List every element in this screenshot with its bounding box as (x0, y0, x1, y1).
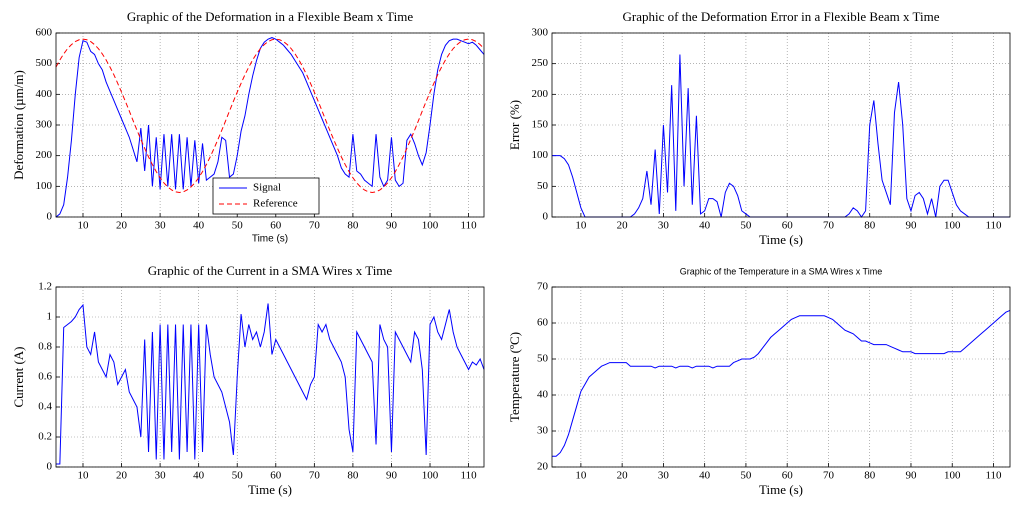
x-tick-label: 110 (461, 470, 478, 482)
chart-title: Graphic of the Current in a SMA Wires x … (148, 263, 393, 278)
x-tick-label: 80 (347, 470, 359, 482)
x-tick-label: 50 (232, 470, 244, 482)
y-tick-label: 0 (47, 461, 53, 473)
x-tick-label: 100 (944, 470, 961, 482)
x-tick-label: 90 (905, 220, 917, 232)
legend-box (212, 177, 320, 215)
x-tick-label: 30 (658, 470, 670, 482)
legend-label: Signal (253, 182, 281, 194)
x-tick-label: 100 (944, 220, 961, 232)
legend-label: Reference (253, 198, 298, 210)
x-tick-label: 60 (782, 470, 794, 482)
y-tick-label: 600 (36, 27, 53, 39)
x-tick-label: 40 (193, 220, 205, 232)
y-axis-label: Deformation (µm/m) (11, 70, 26, 180)
x-axis-label: Time (s) (252, 234, 288, 245)
x-tick-label: 10 (77, 470, 89, 482)
x-tick-label: 50 (232, 220, 244, 232)
x-tick-label: 20 (617, 220, 629, 232)
x-tick-label: 40 (193, 470, 205, 482)
x-axis-label: Time (s) (248, 482, 292, 497)
x-tick-label: 30 (155, 470, 167, 482)
x-tick-label: 10 (575, 220, 587, 232)
y-tick-label: 100 (36, 180, 53, 192)
x-tick-label: 50 (740, 470, 752, 482)
x-tick-label: 40 (699, 220, 711, 232)
y-tick-label: 400 (36, 88, 53, 100)
y-tick-label: 20 (537, 461, 549, 473)
x-tick-label: 70 (823, 220, 835, 232)
axes-frame (551, 286, 1011, 468)
x-tick-label: 110 (461, 220, 478, 232)
x-tick-label: 30 (155, 220, 167, 232)
y-tick-label: 200 (36, 149, 53, 161)
y-tick-label: 300 (36, 119, 53, 131)
y-tick-label: 50 (537, 353, 549, 365)
y-tick-label: 200 (532, 88, 549, 100)
x-tick-label: 70 (309, 220, 321, 232)
axes-background (552, 287, 1010, 467)
y-axis-label: Temperature (ºC) (507, 332, 522, 422)
y-tick-label: 0.8 (38, 341, 52, 353)
x-tick-label: 100 (422, 220, 439, 232)
x-tick-label: 20 (116, 220, 128, 232)
x-tick-label: 40 (699, 470, 711, 482)
y-tick-label: 150 (532, 119, 549, 131)
x-tick-label: 20 (617, 470, 629, 482)
x-tick-label: 70 (309, 470, 321, 482)
x-tick-label: 50 (740, 220, 752, 232)
axes-frame (551, 32, 1011, 218)
x-tick-label: 100 (422, 470, 439, 482)
x-tick-label: 20 (116, 470, 128, 482)
x-tick-label: 90 (386, 470, 398, 482)
y-tick-label: 40 (537, 389, 549, 401)
x-tick-label: 60 (270, 220, 282, 232)
y-tick-label: 0.6 (38, 371, 52, 383)
y-tick-label: 0.2 (38, 431, 52, 443)
legend: Signal Reference (212, 177, 320, 215)
data-line (55, 38, 485, 193)
data-line (552, 309, 1011, 457)
x-tick-label: 60 (782, 220, 794, 232)
x-tick-label: 90 (905, 470, 917, 482)
x-tick-label: 30 (658, 220, 670, 232)
x-axis-label: Time (s) (759, 232, 803, 247)
chart-title: Graphic of the Deformation in a Flexible… (127, 9, 414, 24)
chart-title: Graphic of the Deformation Error in a Fl… (623, 9, 940, 24)
axes-frame (55, 286, 485, 468)
x-tick-label: 60 (270, 470, 282, 482)
y-tick-label: 250 (532, 57, 549, 69)
data-line (56, 303, 485, 465)
x-tick-label: 10 (575, 470, 587, 482)
y-tick-label: 50 (537, 180, 549, 192)
y-tick-label: 1.2 (38, 281, 52, 293)
y-tick-label: 70 (537, 281, 549, 293)
y-tick-label: 0 (543, 211, 549, 223)
x-tick-label: 10 (77, 220, 89, 232)
y-tick-label: 500 (36, 57, 53, 69)
y-tick-label: 0 (47, 211, 53, 223)
y-axis-label: Current (A) (11, 346, 26, 407)
y-tick-label: 60 (537, 317, 549, 329)
x-tick-label: 80 (864, 470, 876, 482)
chart-title: Graphic of the Temperature in a SMA Wire… (680, 266, 882, 276)
y-tick-label: 30 (537, 425, 549, 437)
x-axis-label: Time (s) (759, 482, 803, 497)
x-tick-label: 110 (985, 470, 1002, 482)
y-tick-label: 100 (532, 149, 549, 161)
y-tick-label: 1 (47, 311, 53, 323)
y-axis-label: Error (%) (507, 100, 522, 150)
data-line (55, 37, 485, 218)
axes-frame (55, 32, 485, 218)
y-tick-label: 0.4 (38, 401, 52, 413)
x-tick-label: 80 (347, 220, 359, 232)
x-tick-label: 80 (864, 220, 876, 232)
x-tick-label: 110 (985, 220, 1002, 232)
x-tick-label: 70 (823, 470, 835, 482)
x-tick-label: 90 (386, 220, 398, 232)
y-tick-label: 300 (532, 27, 549, 39)
